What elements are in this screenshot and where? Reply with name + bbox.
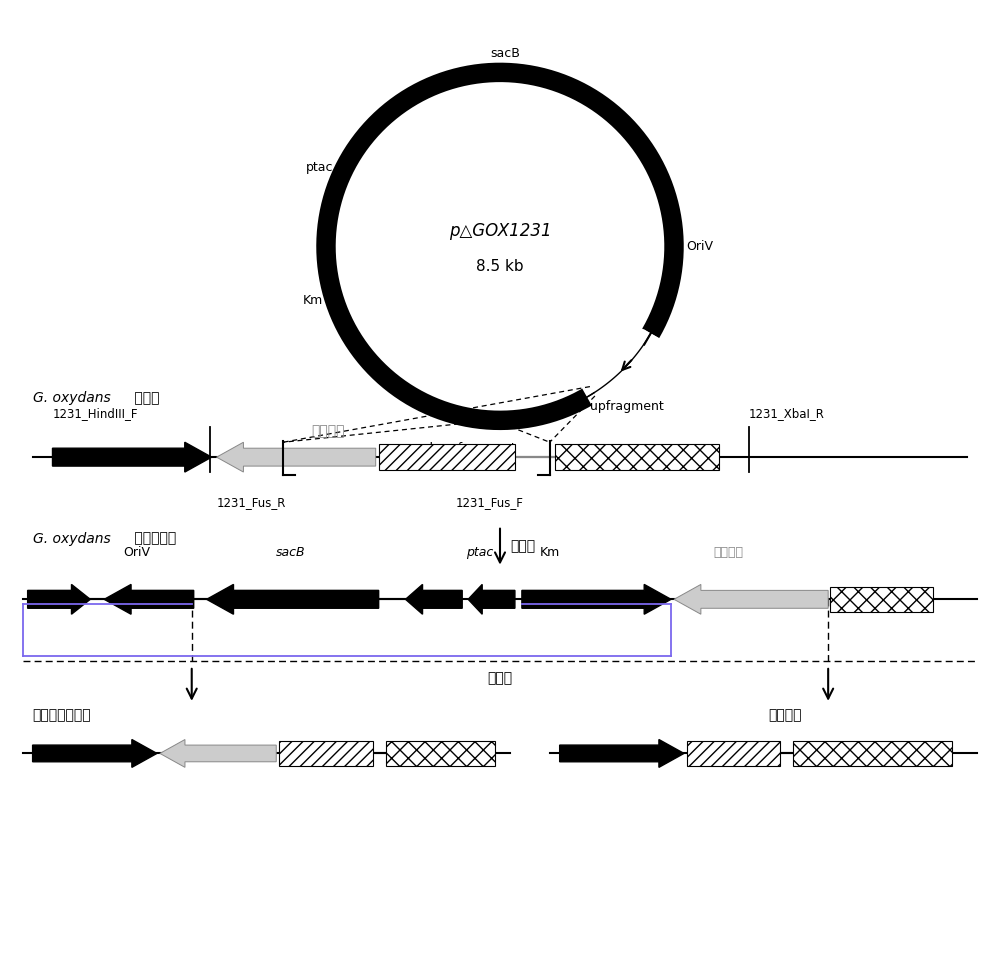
Polygon shape (468, 585, 515, 615)
Polygon shape (53, 442, 212, 472)
Text: ptac: ptac (306, 161, 333, 174)
Text: upfragment: upfragment (590, 400, 664, 413)
Polygon shape (104, 585, 194, 615)
Polygon shape (217, 442, 376, 472)
Bar (379, 444, 515, 470)
Text: 1231_HindIII_F: 1231_HindIII_F (53, 407, 138, 420)
Polygon shape (207, 585, 379, 615)
Text: 8.5 kb: 8.5 kb (476, 259, 524, 274)
Text: 1231_XbaI_R: 1231_XbaI_R (749, 407, 824, 420)
Text: G. oxydans: G. oxydans (33, 392, 110, 405)
Polygon shape (33, 739, 157, 767)
Text: Km: Km (540, 546, 560, 559)
Polygon shape (674, 585, 828, 615)
Polygon shape (406, 585, 462, 615)
Text: 基因组: 基因组 (130, 392, 160, 405)
Text: 双交换: 双交换 (487, 671, 513, 685)
Text: OriV: OriV (124, 546, 151, 559)
Text: 1231_Fus_R: 1231_Fus_R (217, 496, 286, 509)
Text: sacB: sacB (490, 47, 520, 61)
Text: p△GOX1231: p△GOX1231 (449, 223, 551, 240)
Text: 单交换: 单交换 (510, 539, 535, 554)
Text: downfragment: downfragment (424, 442, 516, 455)
Polygon shape (522, 585, 671, 615)
Text: 野生型回复突变: 野生型回复突变 (33, 708, 91, 723)
Text: Km: Km (302, 293, 323, 307)
Text: OriV: OriV (686, 240, 713, 253)
Bar (555, 444, 719, 470)
Bar (279, 741, 373, 765)
Text: 重组突变: 重组突变 (769, 708, 802, 723)
Bar (386, 741, 495, 765)
Bar (830, 587, 933, 612)
Text: 整合基因组: 整合基因组 (130, 532, 176, 545)
Bar (793, 741, 952, 765)
Polygon shape (560, 739, 684, 767)
Text: 1231_Fus_F: 1231_Fus_F (456, 496, 524, 509)
Bar (687, 741, 780, 765)
Text: 目的基因: 目的基因 (311, 424, 345, 438)
Text: 目的基因: 目的基因 (714, 546, 744, 559)
Text: sacB: sacB (276, 546, 306, 559)
Text: G. oxydans: G. oxydans (33, 532, 110, 545)
Polygon shape (28, 585, 90, 615)
Text: ptac: ptac (466, 546, 494, 559)
Polygon shape (160, 739, 276, 767)
